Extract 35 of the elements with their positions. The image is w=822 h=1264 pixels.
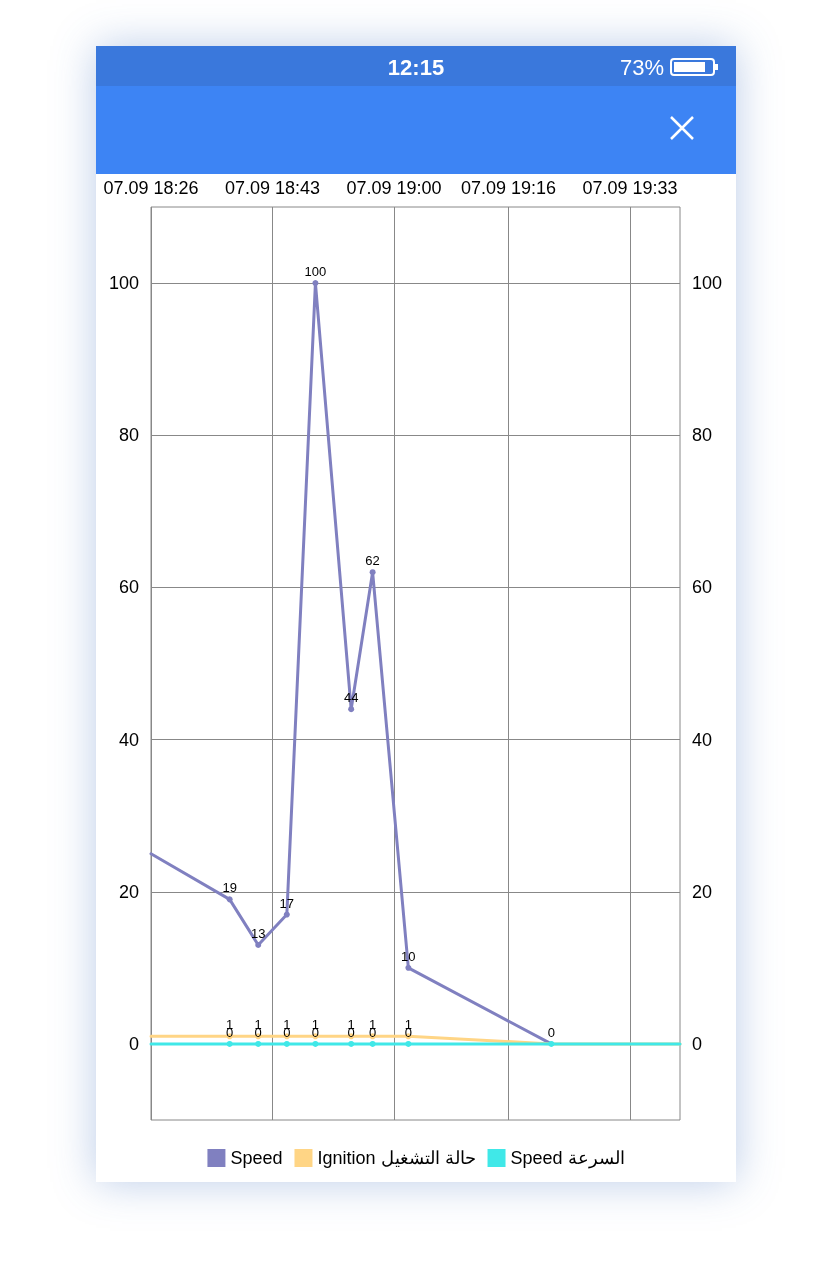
x-tick-label: 07.09 19:16 bbox=[460, 178, 556, 198]
y2-tick-label: 40 bbox=[692, 729, 713, 750]
data-label: 0 bbox=[547, 1024, 555, 1040]
data-label: 10 bbox=[401, 948, 416, 964]
y2-tick-label: 0 bbox=[692, 1033, 703, 1054]
data-label: 100 bbox=[304, 264, 327, 280]
point bbox=[283, 911, 290, 918]
y-tick-label: 80 bbox=[118, 425, 139, 446]
point bbox=[369, 569, 376, 576]
point bbox=[255, 942, 262, 949]
data-label: 13 bbox=[251, 926, 266, 942]
legend-label: Speed bbox=[230, 1148, 283, 1168]
y-tick-label: 100 bbox=[108, 273, 139, 294]
data-label: 44 bbox=[343, 690, 359, 706]
y2-tick-label: 20 bbox=[692, 881, 713, 902]
legend-label: Speed السرعة bbox=[510, 1148, 625, 1169]
x-tick-label: 07.09 19:33 bbox=[582, 178, 678, 198]
text: 73% bbox=[619, 55, 664, 81]
data-label: 17 bbox=[279, 895, 295, 911]
y2-tick-label: 80 bbox=[692, 425, 713, 446]
y2-tick-label: 60 bbox=[692, 577, 713, 598]
legend-label: Ignition حالة التشغيل bbox=[317, 1148, 476, 1168]
x-tick-label: 07.09 19:00 bbox=[346, 178, 442, 198]
point bbox=[312, 280, 319, 287]
data-label: 62 bbox=[365, 553, 380, 569]
y-tick-label: 0 bbox=[128, 1033, 139, 1054]
y-tick-label: 20 bbox=[118, 881, 139, 902]
data-label: 19 bbox=[222, 880, 237, 896]
text: 12:15 bbox=[387, 55, 445, 80]
x-tick-label: 07.09 18:26 bbox=[103, 178, 199, 198]
x-tick-label: 07.09 18:43 bbox=[224, 178, 321, 198]
y-tick-label: 40 bbox=[118, 729, 139, 750]
point bbox=[226, 896, 233, 903]
y-tick-label: 60 bbox=[118, 577, 139, 598]
y2-tick-label: 100 bbox=[692, 273, 723, 294]
